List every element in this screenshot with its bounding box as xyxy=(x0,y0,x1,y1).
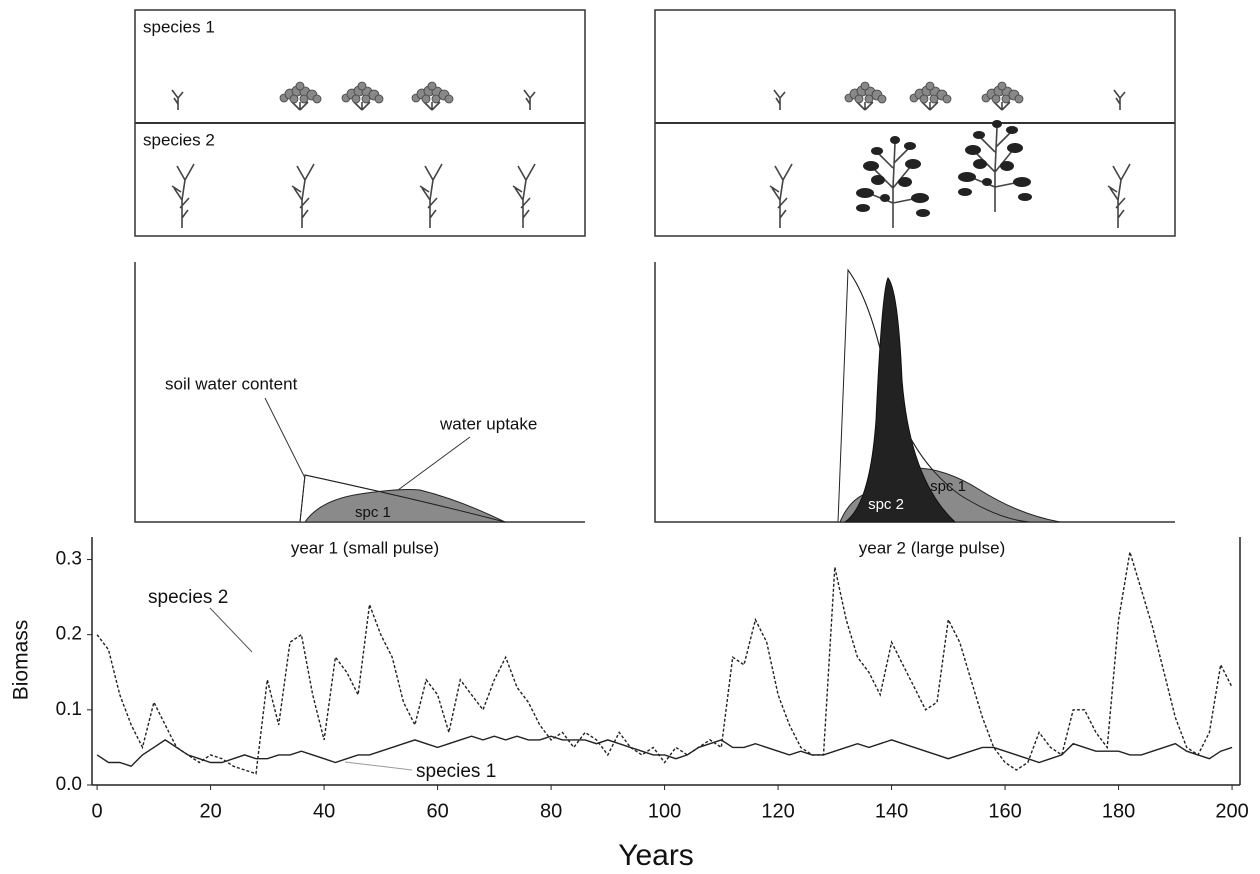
x-tick-label: 40 xyxy=(313,800,335,822)
x-tick-label: 100 xyxy=(648,800,681,822)
series-label: species 2 xyxy=(148,587,228,608)
y-tick-label: 0.2 xyxy=(56,624,82,645)
y-axis-label: Biomass xyxy=(10,620,33,701)
area-label: spc 2 xyxy=(868,496,904,513)
area-label: spc 1 xyxy=(930,478,966,495)
plants-panel-left: species 1 species 2 xyxy=(134,9,586,237)
leader-line xyxy=(209,607,253,653)
x-tick-label: 80 xyxy=(540,800,562,822)
biomass-chart: Biomass Years 0.0 0.1 0.2 0.3 0 20 40 60 80 100 12… xyxy=(10,537,1249,872)
panel-label: species 1 xyxy=(143,17,215,36)
x-tick-label: 200 xyxy=(1215,800,1248,822)
caption: year 1 (small pulse) xyxy=(291,538,439,557)
x-tick-label: 160 xyxy=(988,800,1021,822)
y-tick-label: 0.0 xyxy=(56,774,82,795)
x-tick-label: 0 xyxy=(92,800,103,822)
y-tick-label: 0.3 xyxy=(56,549,82,570)
x-tick-label: 140 xyxy=(875,800,908,822)
series-label: species 1 xyxy=(416,761,496,782)
pulse-year-2: spc 2 spc 1 year 2 (large pulse) xyxy=(654,262,1175,557)
x-tick-label: 20 xyxy=(199,800,221,822)
line-series xyxy=(96,735,1233,767)
area-label: spc 1 xyxy=(355,504,391,521)
plants-panel-right xyxy=(654,9,1176,237)
x-tick-label: 180 xyxy=(1102,800,1135,822)
leader-line xyxy=(344,761,413,771)
x-tick-label: 60 xyxy=(426,800,448,822)
annotation: soil water content xyxy=(165,374,298,393)
y-tick-label: 0.1 xyxy=(56,699,82,720)
x-axis-label: Years xyxy=(618,839,694,872)
caption: year 2 (large pulse) xyxy=(859,538,1005,557)
line-series xyxy=(96,551,1233,775)
annotation: water uptake xyxy=(439,414,537,433)
x-tick-label: 120 xyxy=(761,800,794,822)
pulse-year-1: soil water content water uptake spc 1 ye… xyxy=(134,262,585,557)
panel-label: species 2 xyxy=(143,130,215,149)
